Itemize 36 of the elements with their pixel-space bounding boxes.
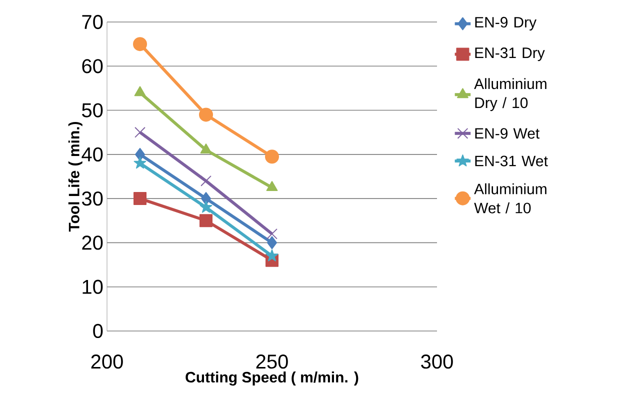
- legend-label: Alluminium Dry / 10: [474, 78, 546, 112]
- point: [200, 214, 213, 228]
- point: [199, 108, 213, 122]
- point: [133, 37, 148, 52]
- point: [201, 192, 211, 206]
- point: [200, 200, 212, 213]
- y-tick-label: 10: [82, 280, 103, 294]
- point: [134, 156, 146, 169]
- y-tick-label: 60: [82, 59, 103, 74]
- y-tick-label: 40: [82, 147, 103, 162]
- point: [267, 236, 277, 250]
- legend-label: EN-31 Dry: [475, 48, 545, 62]
- point: [266, 228, 278, 240]
- y-tick-label: 0: [93, 324, 103, 338]
- point: [266, 249, 278, 262]
- legend-label: Alluminium Wet / 10: [474, 183, 546, 214]
- y-tick-label: 30: [82, 191, 103, 206]
- x-axis-title: Cutting Speed ( m/min. ): [186, 372, 358, 386]
- point: [200, 175, 212, 186]
- legend-label: EN-9 Wet: [475, 128, 540, 139]
- y-tick-label: 20: [82, 236, 103, 250]
- point: [134, 192, 147, 206]
- point: [266, 181, 278, 192]
- x-tick-label: 200: [91, 354, 123, 369]
- y-tick-label: 50: [82, 103, 103, 118]
- point: [134, 126, 146, 138]
- x-tick-label: 250: [256, 354, 288, 369]
- point: [265, 150, 279, 164]
- legend-label: EN-9 Dry: [475, 16, 536, 31]
- point: [135, 148, 146, 161]
- y-axis-title: Tool Life ( min.): [68, 122, 82, 232]
- point: [134, 86, 146, 96]
- legend-label: EN-31 Wet: [475, 156, 548, 166]
- point: [200, 144, 212, 154]
- y-tick-label: 70: [82, 14, 103, 30]
- x-tick-label: 300: [421, 354, 453, 369]
